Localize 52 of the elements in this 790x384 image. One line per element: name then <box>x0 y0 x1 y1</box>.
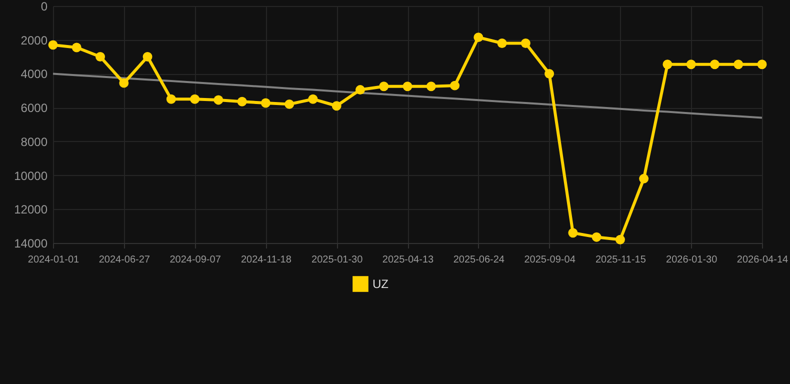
x-tick-label: 2026-01-30 <box>666 254 718 266</box>
point <box>402 82 412 92</box>
point <box>662 60 672 70</box>
point <box>757 60 767 70</box>
x-tick-label: 2024-06-27 <box>98 254 150 266</box>
x-tick-label: 2024-11-18 <box>240 254 292 266</box>
y-tick-label: 14000 <box>14 236 48 250</box>
y-tick-label: 0 <box>40 0 48 14</box>
point <box>686 60 696 70</box>
point <box>142 52 152 62</box>
point <box>166 94 176 104</box>
x-tick-label: 2025-09-04 <box>524 254 576 266</box>
point <box>190 94 200 104</box>
point <box>544 68 554 78</box>
point <box>568 228 578 238</box>
point <box>450 80 460 90</box>
y-tick-label: 4000 <box>20 67 48 82</box>
point <box>379 82 389 92</box>
point <box>96 52 106 62</box>
point <box>284 99 294 109</box>
point <box>308 94 318 104</box>
point <box>474 32 484 42</box>
x-tick-label: 2026-04-14 <box>736 254 789 266</box>
point <box>592 232 602 242</box>
point <box>48 40 58 50</box>
point <box>260 98 270 108</box>
y-tick-label: 2000 <box>20 33 48 48</box>
x-tick-label: 2025-01-30 <box>312 254 364 266</box>
point <box>497 38 507 48</box>
point <box>734 60 744 70</box>
point <box>119 78 129 88</box>
x-tick-label: 2024-09-07 <box>170 254 222 266</box>
y-tick-label: 12000 <box>14 202 48 217</box>
y-tick-label: 10000 <box>14 168 48 183</box>
y-tick-label: 6000 <box>20 101 48 116</box>
x-tick-label: 2025-11-15 <box>595 254 646 266</box>
point <box>639 174 649 184</box>
x-tick-label: 2025-06-24 <box>453 254 505 266</box>
point <box>237 96 247 106</box>
point <box>332 101 342 111</box>
point <box>710 60 720 70</box>
x-tick-label: 2024-01-01 <box>28 254 80 266</box>
point <box>355 85 365 95</box>
point <box>520 38 530 48</box>
point <box>615 234 625 244</box>
x-tick-label: 2025-04-13 <box>382 254 434 266</box>
point <box>72 42 82 52</box>
y-tick-label: 8000 <box>20 134 48 149</box>
line-series <box>52 72 763 119</box>
legend-label: UZ <box>372 277 388 291</box>
point <box>214 95 224 105</box>
point <box>426 82 436 92</box>
